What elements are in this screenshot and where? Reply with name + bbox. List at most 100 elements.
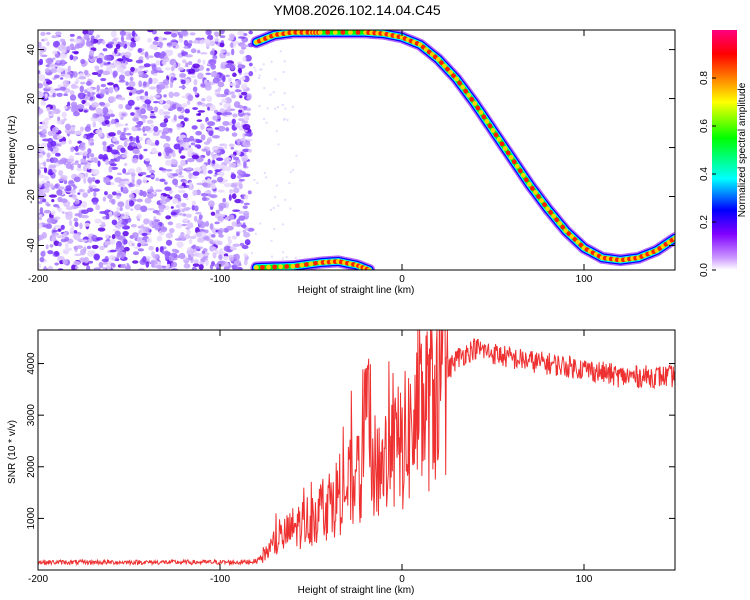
noise-cell <box>200 192 209 197</box>
noise-cell <box>200 123 205 130</box>
noise-cell <box>171 32 178 38</box>
noise-cell <box>183 39 189 47</box>
noise-cell <box>206 238 214 242</box>
noise-cell <box>52 50 58 55</box>
noise-cell <box>234 267 243 270</box>
noise-cell <box>74 213 81 217</box>
noise-cell <box>177 164 183 170</box>
noise-cell <box>121 216 130 219</box>
noise-cell <box>159 178 166 183</box>
noise-cell <box>104 159 109 166</box>
noise-cell <box>118 219 123 224</box>
noise-cell <box>65 45 72 51</box>
noise-cell <box>195 138 200 143</box>
noise-cell <box>147 55 154 59</box>
noise-cell <box>192 86 198 92</box>
noise-cell <box>248 70 254 77</box>
noise-cell <box>185 167 193 171</box>
noise-cell <box>186 222 194 229</box>
signal-track-outer <box>251 30 675 265</box>
noise-cell <box>66 158 75 163</box>
noise-cell <box>218 254 223 260</box>
noise-cell <box>38 74 46 82</box>
noise-cell <box>187 44 191 49</box>
noise-cell <box>43 176 50 181</box>
noise-cell <box>190 176 198 179</box>
noise-cell <box>92 188 100 192</box>
noise-cell <box>67 211 73 217</box>
noise-cell <box>197 72 204 80</box>
noise-cell <box>123 246 130 252</box>
noise-cell <box>42 251 46 256</box>
noise-cell <box>161 60 167 65</box>
noise-cell <box>42 138 50 142</box>
noise-cell <box>61 119 66 124</box>
noise-cell <box>244 239 251 246</box>
noise-cell <box>115 43 121 50</box>
noise-cell <box>210 211 216 216</box>
noise-cell <box>128 193 135 199</box>
spectrogram-y-label: Frequency (Hz) <box>7 116 18 185</box>
spectrogram-x-ticks: -200 -100 0 100 <box>28 30 593 285</box>
noise-cell <box>40 31 46 37</box>
noise-cell <box>175 222 183 229</box>
noise-cell <box>204 259 209 266</box>
signal-track-core <box>490 128 496 133</box>
noise-cell <box>56 186 65 190</box>
noise-cell <box>216 240 223 246</box>
noise-cell <box>131 242 135 247</box>
noise-cell <box>136 110 142 113</box>
noise-cell <box>133 189 141 194</box>
noise-cell <box>181 59 187 64</box>
noise-cell <box>85 265 91 270</box>
noise-cell <box>104 240 111 246</box>
noise-cell <box>218 171 225 177</box>
signal-track-core <box>475 105 481 111</box>
signal-track-core <box>487 123 493 129</box>
noise-cell <box>194 144 199 148</box>
noise-cell <box>143 125 151 132</box>
noise-cell <box>38 146 44 153</box>
noise-cell <box>91 250 96 256</box>
noise-cell <box>217 87 222 92</box>
noise-cell <box>237 149 241 156</box>
noise-cell <box>92 201 98 205</box>
noise-cell <box>233 187 240 194</box>
noise-cell <box>70 225 75 232</box>
noise-cell <box>124 211 130 217</box>
noise-cell <box>243 231 251 238</box>
noise-cell <box>111 191 117 196</box>
noise-cell <box>76 166 82 172</box>
noise-cell <box>121 154 128 158</box>
noise-cell <box>158 54 165 59</box>
noise-cell <box>237 160 241 164</box>
noise-cell <box>120 263 126 269</box>
noise-cell <box>172 152 176 158</box>
speckle <box>284 198 287 201</box>
noise-cell <box>61 211 65 214</box>
noise-cell <box>50 210 56 216</box>
noise-cell <box>62 248 70 255</box>
noise-cell <box>125 81 129 86</box>
noise-cell <box>242 205 248 209</box>
noise-cell <box>44 93 48 99</box>
wrapped-track-core <box>284 264 290 269</box>
noise-cell <box>73 185 78 189</box>
noise-cell <box>165 168 173 172</box>
noise-cell <box>70 189 76 194</box>
noise-cell <box>207 137 213 143</box>
noise-cell <box>74 265 79 270</box>
noise-cell <box>145 261 150 268</box>
speckle <box>263 117 266 120</box>
noise-cell <box>137 225 145 229</box>
noise-cell <box>127 33 132 38</box>
noise-cell <box>183 263 191 269</box>
noise-cell <box>81 201 88 208</box>
noise-cell <box>172 198 179 204</box>
noise-cell <box>56 235 64 239</box>
noise-cell <box>212 251 217 259</box>
noise-cell <box>208 129 214 137</box>
noise-cell <box>146 189 155 193</box>
noise-cell <box>46 217 55 224</box>
noise-cell <box>142 176 147 184</box>
